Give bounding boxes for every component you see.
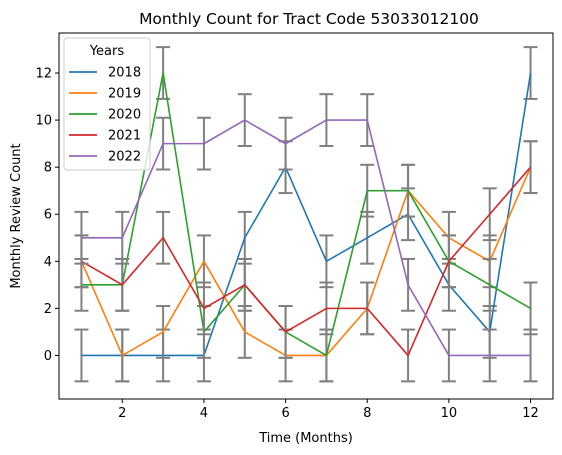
y-axis: 0 2 4 6 8 10 12 <box>35 67 59 364</box>
y-tick-label: 12 <box>35 67 52 82</box>
legend: Years 2018 2019 2020 2021 2022 <box>63 37 151 171</box>
y-tick-label: 10 <box>35 114 52 129</box>
legend-label: 2021 <box>108 129 141 144</box>
legend-entry-2021: 2021 <box>69 129 141 144</box>
series-2019 <box>74 140 538 383</box>
series-line-2019 <box>80 166 532 357</box>
legend-entry-2020: 2020 <box>69 108 141 123</box>
legend-box <box>63 37 151 171</box>
x-tick-label: 10 <box>441 406 458 421</box>
series-line-2021 <box>81 166 532 357</box>
legend-entry-2019: 2019 <box>69 87 141 102</box>
plot-area <box>74 46 538 383</box>
legend-label: 2022 <box>108 150 141 165</box>
series-line-2018 <box>81 72 532 357</box>
legend-label: 2018 <box>108 66 141 81</box>
legend-title: Years <box>89 44 125 59</box>
legend-label: 2019 <box>108 87 141 102</box>
series-line-2020 <box>81 72 531 357</box>
legend-label: 2020 <box>108 108 141 123</box>
chart-title: Monthly Count for Tract Code 53033012100 <box>139 10 479 28</box>
x-axis: 2 4 6 8 10 12 <box>118 399 539 421</box>
y-tick-label: 8 <box>44 161 52 176</box>
x-tick-label: 8 <box>363 406 371 421</box>
y-tick-label: 6 <box>44 208 52 223</box>
legend-entry-2022: 2022 <box>69 150 141 165</box>
y-tick-label: 4 <box>44 255 52 270</box>
x-tick-label: 2 <box>118 406 126 421</box>
plot-frame <box>58 32 554 400</box>
x-tick-label: 6 <box>281 406 289 421</box>
legend-entry-2018: 2018 <box>69 66 141 81</box>
y-tick-label: 2 <box>44 302 52 317</box>
y-tick-label: 0 <box>44 349 52 364</box>
x-tick-label: 4 <box>200 406 208 421</box>
x-axis-label: Time (Months) <box>258 431 353 446</box>
y-axis-label: Monthly Review Count <box>9 143 24 288</box>
series-2021 <box>74 140 538 383</box>
x-tick-label: 12 <box>522 406 539 421</box>
series-2022 <box>74 93 538 383</box>
series-line-2022 <box>81 119 531 357</box>
